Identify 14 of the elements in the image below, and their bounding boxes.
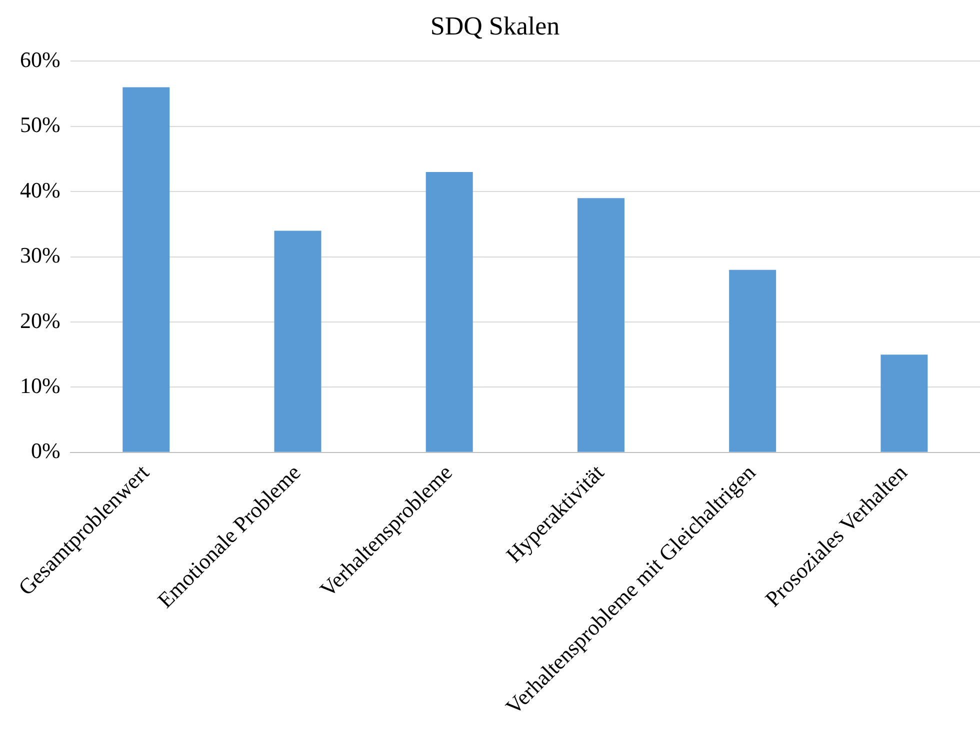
bar — [426, 172, 473, 452]
bar — [880, 354, 928, 452]
y-tick-label: 20% — [20, 308, 60, 333]
bar — [122, 87, 170, 452]
bar — [577, 198, 624, 452]
y-tick-label: 50% — [20, 112, 60, 138]
bar — [729, 270, 776, 452]
y-tick-label: 0% — [31, 438, 60, 464]
y-tick-label: 40% — [20, 177, 60, 202]
y-tick-label: 10% — [20, 373, 60, 398]
bar — [274, 230, 322, 452]
y-tick-label: 60% — [20, 46, 60, 72]
chart-title: SDQ Skalen — [430, 11, 560, 40]
y-tick-label: 30% — [20, 242, 60, 268]
